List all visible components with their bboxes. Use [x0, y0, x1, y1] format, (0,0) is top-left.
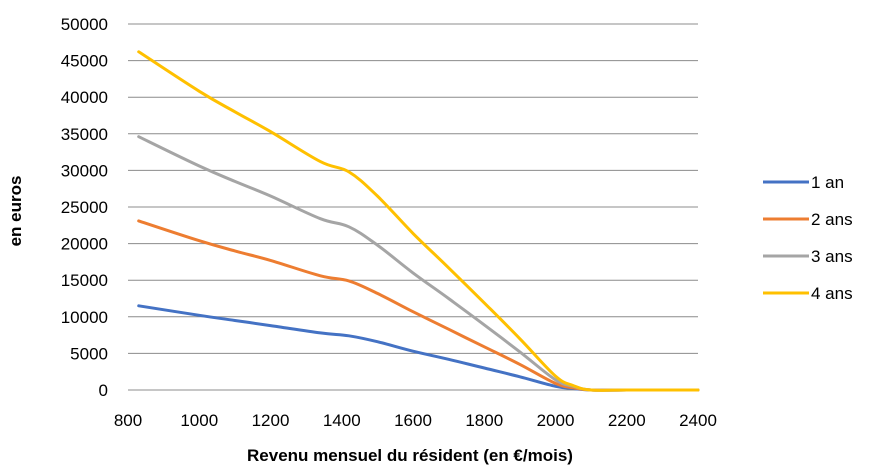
gridlines	[128, 23, 698, 391]
legend-label: 2 ans	[811, 210, 853, 229]
y-tick-label: 35000	[61, 125, 108, 144]
x-tick-label: 1400	[323, 411, 361, 430]
y-tick-label: 0	[99, 381, 108, 400]
series-line-2	[137, 219, 700, 392]
x-tick-label: 2000	[537, 411, 575, 430]
legend-label: 3 ans	[811, 247, 853, 266]
x-tick-label: 800	[114, 411, 142, 430]
y-tick-label: 20000	[61, 235, 108, 254]
x-tick-label: 1000	[180, 411, 218, 430]
y-tick-label: 30000	[61, 161, 108, 180]
legend-label: 1 an	[811, 173, 844, 192]
y-tick-label: 45000	[61, 52, 108, 71]
x-axis-tick-labels: 800 1000 1200 1400 1600 1800 2000 2200 2400	[114, 411, 717, 430]
y-axis-tick-labels: 0 5000 10000 15000 20000 25000 30000 35000 40000…	[61, 15, 108, 400]
y-tick-label: 25000	[61, 198, 108, 217]
x-axis-title: Revenu mensuel du résident (en €/mois)	[247, 446, 573, 465]
series-lines	[137, 50, 700, 392]
x-tick-label: 1800	[465, 411, 503, 430]
y-tick-label: 5000	[70, 344, 108, 363]
series-line-1	[137, 304, 700, 392]
x-tick-label: 2200	[608, 411, 646, 430]
x-tick-label: 1600	[394, 411, 432, 430]
y-tick-label: 10000	[61, 308, 108, 327]
x-tick-label: 2400	[679, 411, 717, 430]
y-tick-label: 15000	[61, 271, 108, 290]
y-tick-label: 40000	[61, 88, 108, 107]
series-line-4	[137, 50, 700, 392]
legend: 1 an 2 ans 3 ans 4 ans	[763, 173, 853, 303]
legend-label: 4 ans	[811, 284, 853, 303]
x-tick-label: 1200	[252, 411, 290, 430]
y-tick-label: 50000	[61, 15, 108, 34]
y-axis-title: en euros	[6, 176, 25, 247]
